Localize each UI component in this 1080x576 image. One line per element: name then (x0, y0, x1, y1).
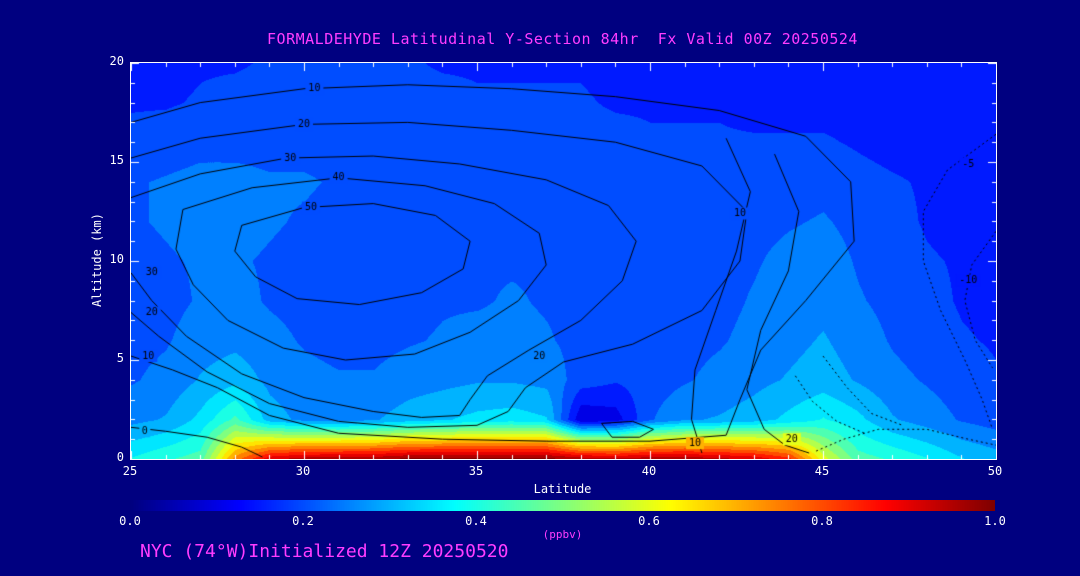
y-tick-label: 20 (109, 54, 124, 68)
station-init-text: NYC (74°W)Initialized 12Z 20250520 (140, 541, 509, 562)
x-axis-title: Latitude (533, 482, 592, 496)
colorbar-tick-label: 0.2 (292, 514, 314, 528)
colorbar-tick-label: 0.4 (465, 514, 487, 528)
y-tick-label: 15 (109, 153, 124, 167)
colorbar (130, 500, 995, 511)
plot-area (130, 62, 997, 460)
x-tick-label: 25 (122, 464, 138, 478)
plot-title: FORMALDEHYDE Latitudinal Y-Section 84hr … (267, 30, 858, 48)
colorbar-tick-label: 0.8 (811, 514, 833, 528)
x-tick-label: 45 (814, 464, 830, 478)
x-tick-label: 30 (295, 464, 311, 478)
y-tick-label: 5 (116, 351, 124, 365)
colorbar-units-label: (ppbv) (542, 528, 583, 541)
y-tick-label: 10 (109, 252, 124, 266)
x-tick-label: 50 (987, 464, 1003, 478)
x-tick-label: 40 (641, 464, 657, 478)
colorbar-tick-label: 1.0 (984, 514, 1006, 528)
contour-canvas (131, 63, 996, 459)
x-tick-label: 35 (468, 464, 484, 478)
colorbar-tick-label: 0.6 (638, 514, 660, 528)
colorbar-tick-label: 0.0 (119, 514, 141, 528)
y-tick-label: 0 (116, 450, 124, 464)
y-axis-title: Altitude (km) (90, 213, 104, 307)
